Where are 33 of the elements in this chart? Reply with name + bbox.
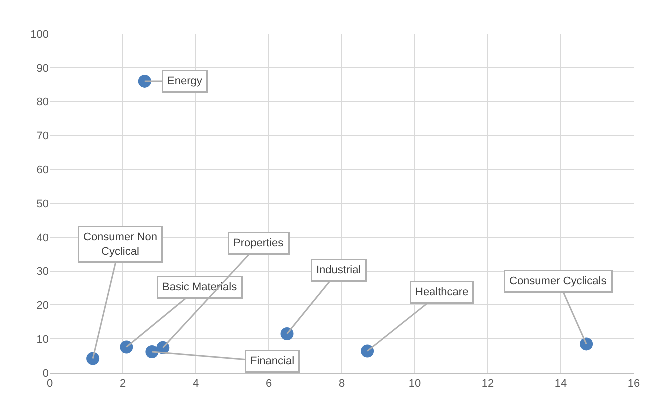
annotation: Basic Materials <box>162 282 238 294</box>
point <box>280 328 294 341</box>
point <box>138 74 152 88</box>
y-tick-label: 0 <box>42 368 49 380</box>
x-tick-label: 12 <box>482 378 494 390</box>
x-tick-label: 6 <box>266 378 272 390</box>
x-tick-label: 2 <box>120 378 126 390</box>
annotation: Properties <box>234 238 284 250</box>
y-tick-label: 50 <box>36 198 49 210</box>
annotation: Healthcare <box>416 286 469 298</box>
point <box>580 338 594 351</box>
point <box>361 344 374 358</box>
annotation: Consumer Cyclicals <box>510 276 608 288</box>
x-tick-label: 10 <box>408 378 422 390</box>
y-tick-label: 20 <box>36 300 49 312</box>
annotation: Consumer Non Cyclical <box>84 232 158 258</box>
x-tick-label: 14 <box>554 378 568 390</box>
x-tick-label: 4 <box>192 378 200 390</box>
y-tick-label: 60 <box>36 164 49 176</box>
y-tick-label: 40 <box>36 232 49 244</box>
annotation: Financial <box>250 356 295 368</box>
y-tick-label: 30 <box>36 266 49 278</box>
y-tick-label: 70 <box>36 130 49 143</box>
x-tick-label: 8 <box>338 378 346 390</box>
annotation: Energy <box>168 76 203 88</box>
point <box>120 340 134 354</box>
annotation: Industrial <box>316 264 362 276</box>
point <box>86 352 100 366</box>
y-tick-label: 10 <box>36 334 49 346</box>
y-tick-label: 100 <box>30 28 49 41</box>
y-tick-label: 90 <box>36 62 49 75</box>
x-tick-label: 16 <box>628 378 640 390</box>
y-tick-label: 80 <box>36 96 49 109</box>
